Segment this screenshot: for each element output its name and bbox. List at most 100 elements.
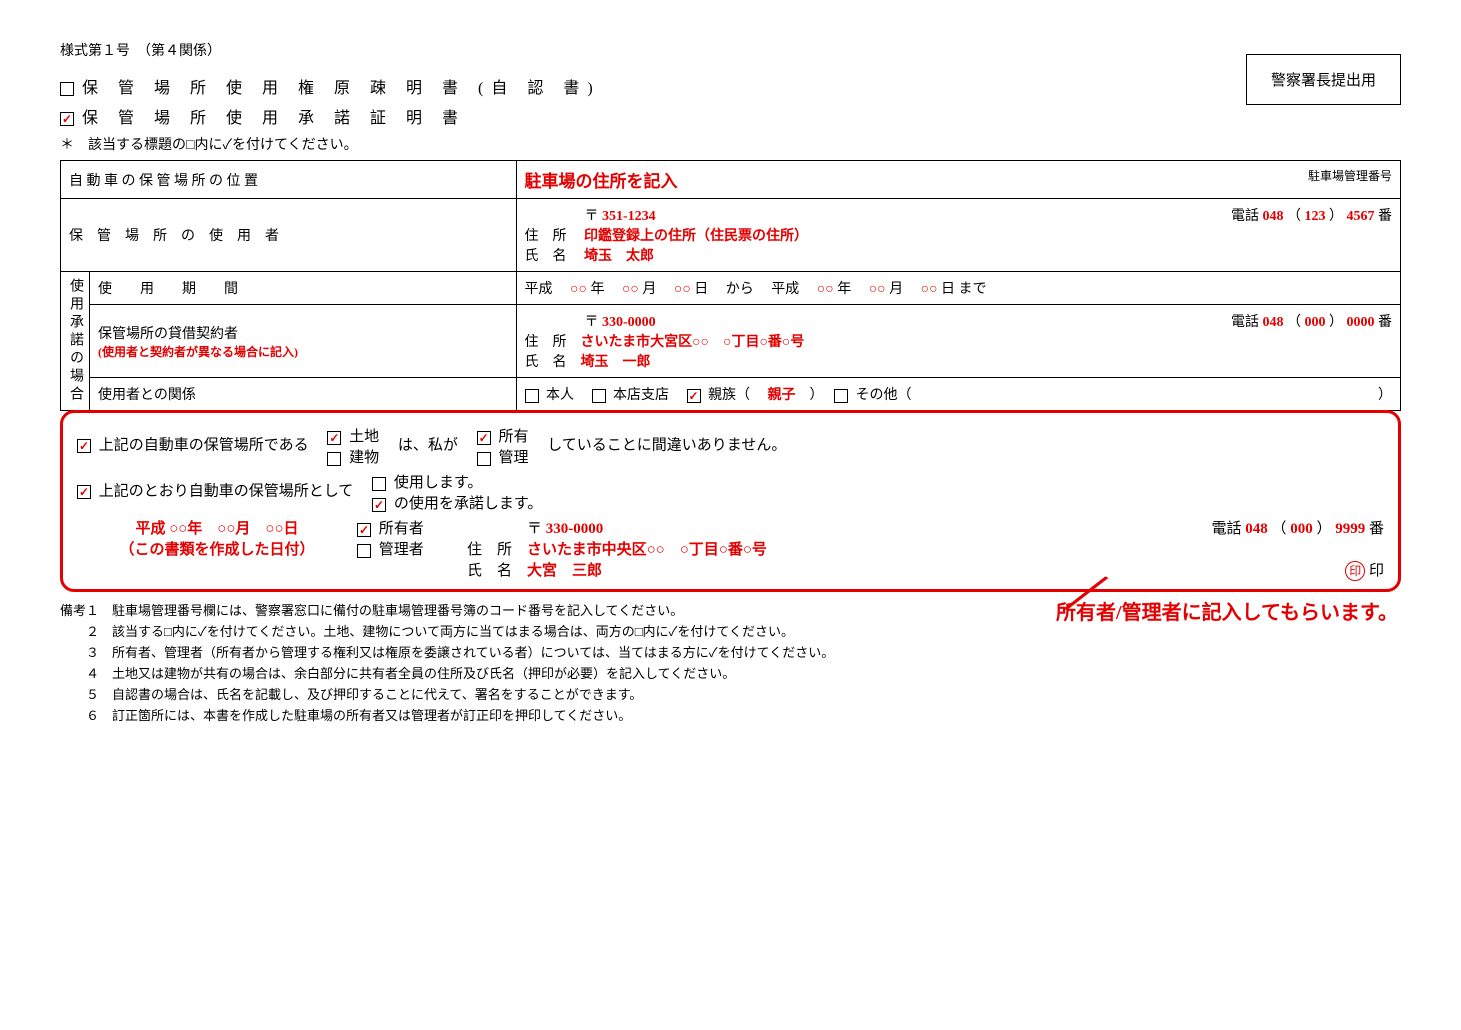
user-postal[interactable]: 351-1234 — [602, 209, 656, 224]
chk-consent[interactable] — [372, 498, 386, 512]
pm2[interactable]: ○○ — [869, 282, 886, 297]
user-tel3[interactable]: 4567 — [1347, 209, 1375, 224]
bldg-label: 建物 — [349, 450, 379, 466]
dec2-pre: 上記のとおり自動車の保管場所として — [99, 483, 354, 499]
owner-tel2[interactable]: 000 — [1290, 521, 1313, 537]
tel-label2: 電話 — [1231, 315, 1259, 330]
chk-dec2[interactable] — [77, 485, 91, 499]
yl1: 年 — [590, 282, 604, 297]
use-label: 使用します。 — [394, 475, 483, 491]
lessee-postal[interactable]: 330-0000 — [602, 315, 656, 330]
addr-label2: 住 所 — [525, 335, 567, 350]
tel-suffix3: 番 — [1369, 521, 1384, 537]
dl1: 日 — [694, 282, 708, 297]
title1-text: 保 管 場 所 使 用 権 原 疎 明 書 (自 認 書) — [82, 80, 601, 97]
title-row-2: 保 管 場 所 使 用 承 諾 証 明 書 警察署長提出用 — [60, 104, 1401, 128]
opt-branch: 本店支店 — [613, 388, 669, 403]
lessee-sub: (使用者と契約者が異なる場合に記入) — [98, 343, 508, 360]
own-label: 所有 — [498, 429, 528, 445]
chk-other[interactable] — [834, 389, 848, 403]
loc-label: 自 動 車 の 保 管 場 所 の 位 置 — [69, 174, 258, 189]
dec-date[interactable]: 平成 ○○年 ○○月 ○○日 — [77, 517, 357, 538]
addr-label: 住 所 — [525, 229, 567, 244]
opt-other: その他（ — [856, 388, 912, 403]
chk-dec1[interactable] — [77, 439, 91, 453]
mgmt-label: 駐車場管理番号 — [1308, 167, 1392, 184]
lessee-label: 保管場所の貸借契約者 — [98, 323, 508, 343]
dec-date-sub: （この書類を作成した日付） — [77, 538, 357, 559]
chk-own[interactable] — [477, 431, 491, 445]
declaration-box: 上記の自動車の保管場所である 土地 建物 は、私が 所有 管理 していることに間… — [60, 410, 1401, 592]
land-label: 土地 — [349, 429, 379, 445]
dec1-mid: は、私が — [398, 437, 458, 453]
chk-use[interactable] — [372, 477, 386, 491]
checkbox-title1[interactable] — [60, 82, 74, 96]
ml1: 月 — [642, 282, 656, 297]
owner-addr[interactable]: さいたま市中央区○○ ○丁目○番○号 — [527, 542, 767, 558]
user-tel2[interactable]: 123 — [1305, 209, 1326, 224]
title-row-1: 保 管 場 所 使 用 権 原 疎 明 書 (自 認 書) — [60, 74, 1401, 98]
lessee-tel1[interactable]: 048 — [1263, 315, 1284, 330]
chk-owner[interactable] — [357, 523, 371, 537]
dl2: 日 — [941, 282, 955, 297]
lessee-addr[interactable]: さいたま市大宮区○○ ○丁目○番○号 — [581, 335, 805, 350]
name-label3: 氏 名 — [467, 563, 512, 579]
mgr-label: 管理 — [498, 450, 528, 466]
user-tel1[interactable]: 048 — [1263, 209, 1284, 224]
lessee-name[interactable]: 埼玉 一郎 — [581, 355, 651, 370]
big-note: 所有者/管理者に記入してもらいます。 — [1056, 596, 1398, 625]
stamp-label: 印 — [1369, 563, 1384, 579]
family-val[interactable]: 親子 — [768, 388, 796, 403]
note-line: ６ 訂正箇所には、本書を作成した駐車場の所有者又は管理者が訂正印を押印してくださ… — [60, 705, 1401, 724]
note-line: ４ 土地又は建物が共有の場合は、余白部分に共有者全員の住所及び氏名（押印が必要）… — [60, 663, 1401, 682]
chk-branch[interactable] — [592, 389, 606, 403]
lessee-tel3[interactable]: 0000 — [1347, 315, 1375, 330]
loc-hint: 駐車場の住所を記入 — [525, 172, 678, 191]
period-label: 使 用 期 間 — [98, 282, 238, 297]
dec1-post: していることに間違いありません。 — [547, 437, 786, 453]
py2[interactable]: ○○ — [817, 282, 834, 297]
user-label: 保 管 場 所 の 使 用 者 — [69, 229, 279, 244]
name-label: 氏 名 — [525, 249, 567, 264]
dec1-pre: 上記の自動車の保管場所である — [99, 437, 309, 453]
addr-label3: 住 所 — [467, 542, 512, 558]
owner-tel3[interactable]: 9999 — [1335, 521, 1365, 537]
owner-tel1[interactable]: 048 — [1245, 521, 1268, 537]
opt-self: 本人 — [546, 388, 574, 403]
tel-suffix2: 番 — [1378, 315, 1392, 330]
chk-bldg[interactable] — [327, 452, 341, 466]
checkbox-title2[interactable] — [60, 112, 74, 126]
chk-self[interactable] — [525, 389, 539, 403]
era1: 平成 — [525, 282, 553, 297]
lessee-tel2[interactable]: 000 — [1305, 315, 1326, 330]
relation-label: 使用者との関係 — [98, 388, 196, 403]
chk-mgr[interactable] — [477, 452, 491, 466]
chk-land[interactable] — [327, 431, 341, 445]
owner-postal[interactable]: 330-0000 — [546, 521, 604, 537]
chk-manager[interactable] — [357, 544, 371, 558]
ml2: 月 — [889, 282, 903, 297]
chk-family[interactable] — [687, 389, 701, 403]
form-number: 様式第１号 （第４関係） — [60, 40, 1401, 60]
check-note: ＊ 該当する標題の□内に✓を付けてください。 — [60, 134, 1401, 154]
era2: 平成 — [771, 282, 799, 297]
consent-label: の使用を承諾します。 — [394, 496, 543, 512]
note-line: ５ 自認書の場合は、氏名を記載し、及び押印することに代えて、署名をすることができ… — [60, 684, 1401, 703]
tel-label: 電話 — [1231, 209, 1259, 224]
user-name[interactable]: 埼玉 太郎 — [584, 249, 654, 264]
main-table: 自 動 車 の 保 管 場 所 の 位 置 駐車場の住所を記入 駐車場管理番号 … — [60, 160, 1401, 411]
from: から — [726, 282, 754, 297]
addr-hint: 印鑑登録上の住所（住民票の住所） — [584, 229, 808, 244]
manager-label: 管理者 — [379, 542, 424, 558]
opt-family: 親族（ — [708, 388, 750, 403]
pd[interactable]: ○○ — [674, 282, 691, 297]
pm[interactable]: ○○ — [622, 282, 639, 297]
owner-label: 所有者 — [379, 521, 424, 537]
note-line: ３ 所有者、管理者（所有者から管理する権利又は権原を委譲されている者）については… — [60, 642, 1401, 661]
police-submit-box: 警察署長提出用 — [1246, 54, 1401, 105]
owner-name[interactable]: 大宮 三郎 — [527, 563, 602, 579]
tel-label3: 電話 — [1211, 521, 1241, 537]
pd2[interactable]: ○○ — [921, 282, 938, 297]
py[interactable]: ○○ — [570, 282, 587, 297]
postal-mark: 〒 — [585, 209, 599, 224]
